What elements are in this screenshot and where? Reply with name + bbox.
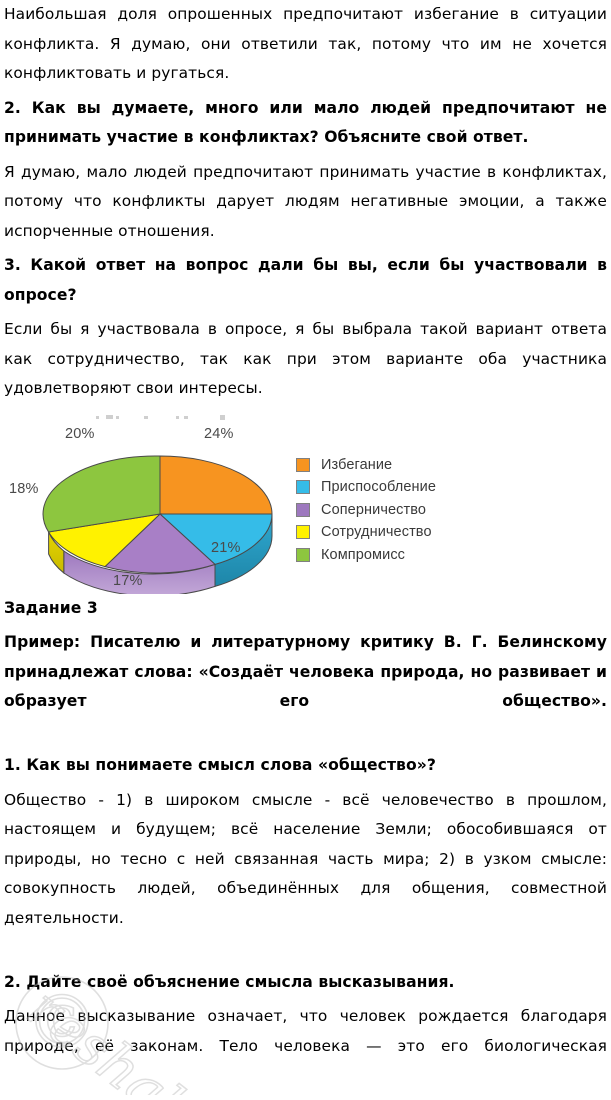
pct-label-sotrudnichestvo: 18% <box>9 480 39 497</box>
legend-item-prisposoblenie: Приспособление <box>296 476 436 499</box>
task-3-heading: Задание 3 <box>4 598 98 617</box>
legend-label: Избегание <box>321 456 393 473</box>
question-2-answer: Я думаю, мало людей предпочитают принима… <box>4 162 607 240</box>
task-3-question-1-heading: 1. Как вы понимаете смысл слова «обществ… <box>4 756 436 774</box>
legend-swatch-icon <box>296 480 310 495</box>
legend-swatch-icon <box>296 502 310 517</box>
pct-label-kompromiss: 20% <box>65 425 95 442</box>
pct-label-sopernichestvo: 17% <box>113 572 143 589</box>
question-3-heading: 3. Какой ответ на вопрос дали бы вы, есл… <box>4 256 607 304</box>
chart-title-faint <box>96 414 225 420</box>
legend-item-sopernichestvo: Соперничество <box>296 499 436 522</box>
task-3-example: Пример: Писателю и литературному критику… <box>4 633 607 710</box>
legend-label: Соперничество <box>321 501 427 518</box>
legend-swatch-icon <box>296 547 310 562</box>
conflict-styles-pie-chart: 24% 21% 17% 18% 20% Избегание Приспособл… <box>0 404 611 597</box>
pie-slice-kompromiss <box>42 454 161 533</box>
question-2-heading: 2. Как вы думаете, много или мало людей … <box>4 98 607 147</box>
pie-slice-izbeganie <box>159 454 273 514</box>
pie-slice-sopernichestvo <box>104 512 216 573</box>
intro-answer-paragraph: Наибольшая доля опрошенных предпочитают … <box>4 5 607 82</box>
task-3-question-2-heading: 2. Дайте своё объяснение смысла высказыв… <box>4 972 455 991</box>
legend-item-kompromiss: Компромисс <box>296 544 436 567</box>
question-3-answer: Если бы я участвовала в опросе, я бы выб… <box>4 320 607 397</box>
legend-item-sotrudnichestvo: Сотрудничество <box>296 521 436 544</box>
legend-item-izbeganie: Избегание <box>296 454 436 477</box>
pct-label-prisposoblenie: 21% <box>211 539 241 556</box>
chart-legend: Избегание Приспособление Соперничество С… <box>296 454 436 567</box>
pie-slice-sotrudnichestvo <box>47 512 162 567</box>
task-3-question-2-answer: Данное высказывание означает, что челове… <box>4 1007 607 1055</box>
pie-slice-prisposoblenie <box>158 513 273 565</box>
pct-label-izbeganie: 24% <box>204 425 234 442</box>
task-3-question-1-answer: Общество - 1) в широком смысле - всё чел… <box>4 790 607 927</box>
legend-swatch-icon <box>296 525 310 540</box>
legend-swatch-icon <box>296 457 310 472</box>
legend-label: Сотрудничество <box>321 524 432 541</box>
legend-label: Приспособление <box>321 479 436 496</box>
pie-side-yellow <box>48 531 65 574</box>
legend-label: Компромисс <box>321 546 406 563</box>
pie-graphic: 24% 21% 17% 18% 20% <box>0 404 300 597</box>
